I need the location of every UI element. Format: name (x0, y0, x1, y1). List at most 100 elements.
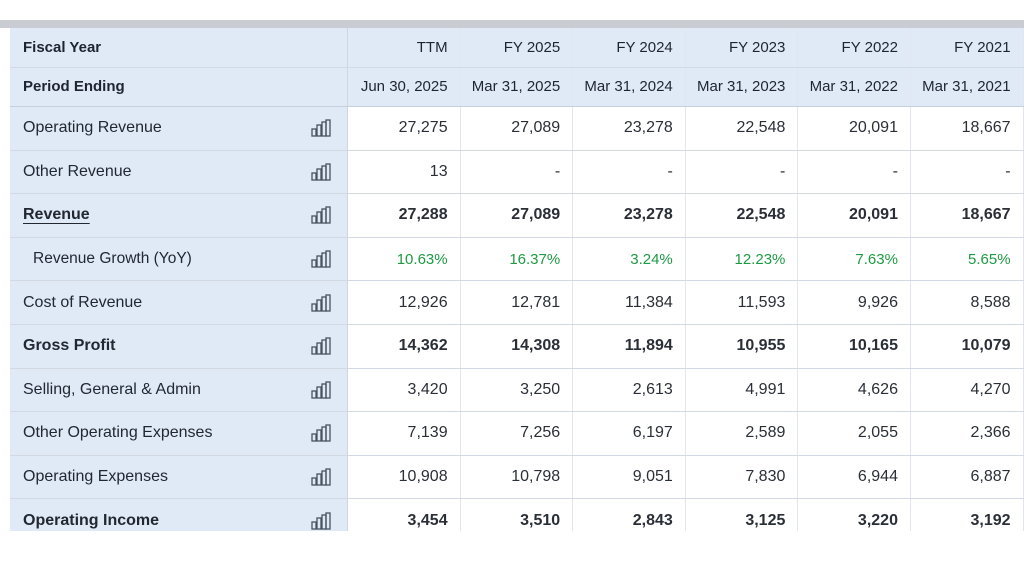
column-header-year[interactable]: FY 2022 (798, 28, 911, 67)
row-label: Revenue (10, 194, 348, 237)
row-label: Operating Revenue (10, 107, 348, 150)
value-cell: 27,089 (460, 107, 574, 150)
column-header-period: Mar 31, 2025 (461, 67, 574, 106)
column-header-period: Mar 31, 2022 (798, 67, 911, 106)
bar-chart-icon[interactable] (311, 119, 331, 137)
value-cell: 3,454 (348, 499, 461, 531)
value-cell: 10,798 (460, 455, 574, 499)
value-cell: 2,055 (798, 412, 911, 455)
row-label: Selling, General & Admin (10, 368, 348, 412)
value-cell: 27,089 (460, 194, 574, 237)
table-row-sga: Selling, General & Admin 3,420 3,250 2,6… (10, 368, 1024, 413)
growth-value-cell: 3.24% (573, 237, 686, 281)
top-strip (0, 20, 1024, 28)
value-cell: 3,420 (348, 368, 461, 412)
value-cell: 2,589 (685, 412, 799, 455)
value-cell: 7,139 (348, 412, 461, 455)
value-cell: 10,079 (910, 324, 1024, 368)
column-header-year[interactable]: FY 2021 (911, 28, 1024, 67)
table-row-revenue: Revenue 27,288 27,089 23,278 22,548 20,0… (10, 194, 1024, 238)
value-cell: 10,165 (798, 324, 911, 368)
value-cell: 3,192 (910, 499, 1024, 531)
value-cell: 8,588 (910, 281, 1024, 324)
value-cell: 4,270 (910, 368, 1024, 412)
growth-value-cell: 5.65% (910, 237, 1024, 281)
value-cell: 23,278 (573, 194, 686, 237)
value-cell: 20,091 (798, 194, 911, 237)
value-cell: 3,125 (685, 499, 799, 531)
column-header-period: Mar 31, 2021 (911, 67, 1024, 106)
table-row-cost-of-revenue: Cost of Revenue 12,926 12,781 11,384 11,… (10, 281, 1024, 325)
bar-chart-icon[interactable] (311, 337, 331, 355)
value-cell: 7,830 (685, 455, 799, 499)
row-label: Other Revenue (10, 150, 348, 194)
bar-chart-icon[interactable] (311, 381, 331, 399)
value-cell: 2,613 (573, 368, 686, 412)
bar-chart-icon[interactable] (311, 424, 331, 443)
bar-chart-icon[interactable] (311, 206, 331, 225)
value-cell: 23,278 (573, 107, 686, 150)
column-header-period: Mar 31, 2024 (573, 67, 686, 106)
bar-chart-icon[interactable] (311, 468, 331, 486)
value-cell: 14,308 (460, 324, 574, 368)
value-cell: 4,991 (685, 368, 799, 412)
period-ending-label: Period Ending (10, 67, 348, 106)
row-label-text: Revenue Growth (YoY) (33, 250, 192, 268)
value-cell: 22,548 (685, 107, 799, 150)
table-row-gross-profit: Gross Profit 14,362 14,308 11,894 10,955… (10, 324, 1024, 369)
revenue-link[interactable]: Revenue (23, 206, 90, 224)
value-cell: 18,667 (910, 194, 1024, 237)
row-label-text: Operating Revenue (23, 119, 162, 137)
value-cell: 20,091 (798, 107, 911, 150)
value-cell: - (685, 150, 799, 194)
bar-chart-icon[interactable] (311, 511, 331, 530)
value-cell: 6,887 (910, 455, 1024, 499)
value-cell: 27,288 (348, 194, 461, 237)
bar-chart-icon[interactable] (311, 294, 331, 312)
table-row-operating-income: Operating Income 3,454 3,510 2,843 3,125… (10, 499, 1024, 531)
table-row-operating-expenses: Operating Expenses 10,908 10,798 9,051 7… (10, 455, 1024, 500)
table-row-revenue-growth: Revenue Growth (YoY) 10.63% 16.37% 3.24%… (10, 237, 1024, 282)
row-label-text: Operating Expenses (23, 468, 168, 486)
value-cell: 4,626 (798, 368, 911, 412)
value-cell: - (910, 150, 1024, 194)
bar-chart-icon[interactable] (311, 250, 331, 268)
column-header-period: Mar 31, 2023 (686, 67, 799, 106)
value-cell: 11,384 (573, 281, 686, 324)
value-cell: 27,275 (348, 107, 461, 150)
value-cell: 3,220 (798, 499, 911, 531)
column-header-year[interactable]: FY 2025 (461, 28, 574, 67)
value-cell: 3,250 (460, 368, 574, 412)
value-cell: - (573, 150, 686, 194)
income-statement-table: Fiscal Year TTM FY 2025 FY 2024 FY 2023 … (10, 28, 1024, 531)
value-cell: 18,667 (910, 107, 1024, 150)
value-cell: 2,366 (910, 412, 1024, 455)
column-header-year[interactable]: FY 2023 (686, 28, 799, 67)
value-cell: 9,926 (798, 281, 911, 324)
row-label: Cost of Revenue (10, 281, 348, 324)
row-label-text: Gross Profit (23, 337, 116, 355)
growth-value-cell: 12.23% (685, 237, 799, 281)
growth-value-cell: 16.37% (460, 237, 574, 281)
value-cell: 7,256 (460, 412, 574, 455)
value-cell: 9,051 (573, 455, 686, 499)
row-label-text: Other Operating Expenses (23, 424, 213, 442)
table-row-other-revenue: Other Revenue 13 - - - - - (10, 150, 1024, 195)
row-label: Gross Profit (10, 324, 348, 368)
row-label: Operating Income (10, 499, 348, 531)
column-header-year[interactable]: FY 2024 (573, 28, 686, 67)
growth-value-cell: 7.63% (798, 237, 911, 281)
row-label: Other Operating Expenses (10, 412, 348, 455)
value-cell: 12,781 (460, 281, 574, 324)
value-cell: 6,944 (798, 455, 911, 499)
row-label-text: Selling, General & Admin (23, 380, 201, 398)
bar-chart-icon[interactable] (311, 163, 331, 181)
growth-value-cell: 10.63% (348, 237, 461, 281)
value-cell: 3,510 (460, 499, 574, 531)
column-header-year[interactable]: TTM (348, 28, 461, 67)
row-label-text: Other Revenue (23, 162, 132, 180)
value-cell: 10,955 (685, 324, 799, 368)
value-cell: 14,362 (348, 324, 461, 368)
row-label-text: Cost of Revenue (23, 293, 143, 311)
value-cell: 11,894 (573, 324, 686, 368)
